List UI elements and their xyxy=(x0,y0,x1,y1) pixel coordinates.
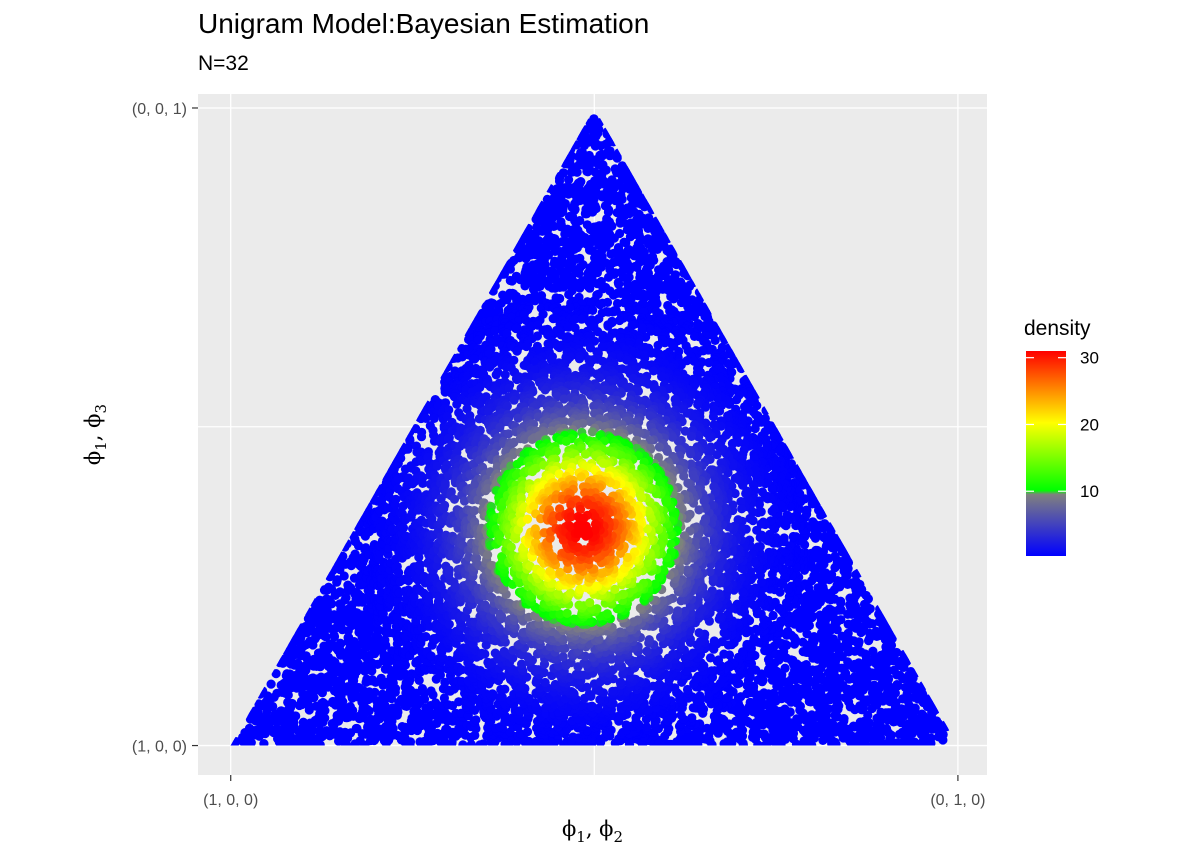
density-point xyxy=(713,655,724,665)
density-point xyxy=(329,630,339,640)
density-point xyxy=(579,141,589,151)
density-point xyxy=(934,732,944,742)
density-point xyxy=(798,647,808,657)
density-point xyxy=(559,282,569,292)
density-point xyxy=(405,737,416,746)
density-point xyxy=(788,531,798,542)
density-point xyxy=(391,494,401,504)
density-point xyxy=(520,281,530,291)
density-point xyxy=(554,176,565,186)
density-point xyxy=(283,690,293,700)
density-point xyxy=(898,694,908,704)
density-point xyxy=(783,626,793,637)
density-point xyxy=(606,249,616,259)
density-point xyxy=(763,655,774,665)
chart-subtitle: N=32 xyxy=(198,52,249,75)
density-point xyxy=(767,569,777,579)
density-point xyxy=(750,423,760,434)
density-point xyxy=(339,571,349,581)
density-point xyxy=(266,679,276,689)
density-point xyxy=(894,729,905,739)
density-point xyxy=(845,593,855,603)
density-point xyxy=(595,299,605,310)
density-point xyxy=(917,709,927,719)
density-point xyxy=(345,702,355,712)
density-point xyxy=(780,663,790,673)
density-point xyxy=(867,703,877,714)
density-point xyxy=(582,209,592,219)
density-point xyxy=(605,151,615,161)
density-point xyxy=(497,692,507,702)
density-point xyxy=(568,732,578,742)
density-point xyxy=(521,253,531,264)
density-point xyxy=(813,583,823,593)
density-point xyxy=(426,686,436,696)
density-point xyxy=(512,346,522,356)
chart-title: Unigram Model:Bayesian Estimation xyxy=(198,8,650,39)
density-point xyxy=(745,697,755,708)
density-point xyxy=(687,713,697,723)
density-points xyxy=(230,114,952,746)
density-point xyxy=(872,713,882,723)
density-point xyxy=(612,153,622,163)
density-point xyxy=(757,487,768,497)
density-point xyxy=(689,331,700,341)
density-point xyxy=(583,167,593,177)
density-point xyxy=(590,141,601,151)
density-point xyxy=(742,639,752,650)
density-point xyxy=(298,717,308,727)
density-point xyxy=(550,283,560,293)
density-point xyxy=(291,711,301,721)
density-point xyxy=(271,669,281,679)
density-point xyxy=(490,326,500,336)
density-point xyxy=(564,175,574,185)
density-point xyxy=(809,531,819,541)
density-point xyxy=(522,727,533,737)
density-point xyxy=(370,687,380,697)
density-point xyxy=(881,739,891,746)
density-point xyxy=(471,715,481,725)
density-point xyxy=(572,167,582,177)
density-point xyxy=(403,444,413,454)
density-point xyxy=(900,682,911,693)
density-point xyxy=(287,698,297,709)
density-point xyxy=(417,684,427,694)
density-point xyxy=(396,453,406,463)
density-point xyxy=(327,599,337,609)
density-point xyxy=(575,283,585,293)
density-point xyxy=(416,432,427,442)
density-point xyxy=(818,735,828,746)
density-point xyxy=(246,738,256,746)
density-point xyxy=(259,739,269,746)
density-point xyxy=(585,283,595,293)
density-point xyxy=(588,305,598,315)
density-point xyxy=(608,290,619,300)
density-point xyxy=(710,335,720,345)
density-point xyxy=(767,506,777,516)
density-point xyxy=(268,701,278,712)
density-point xyxy=(507,276,517,286)
